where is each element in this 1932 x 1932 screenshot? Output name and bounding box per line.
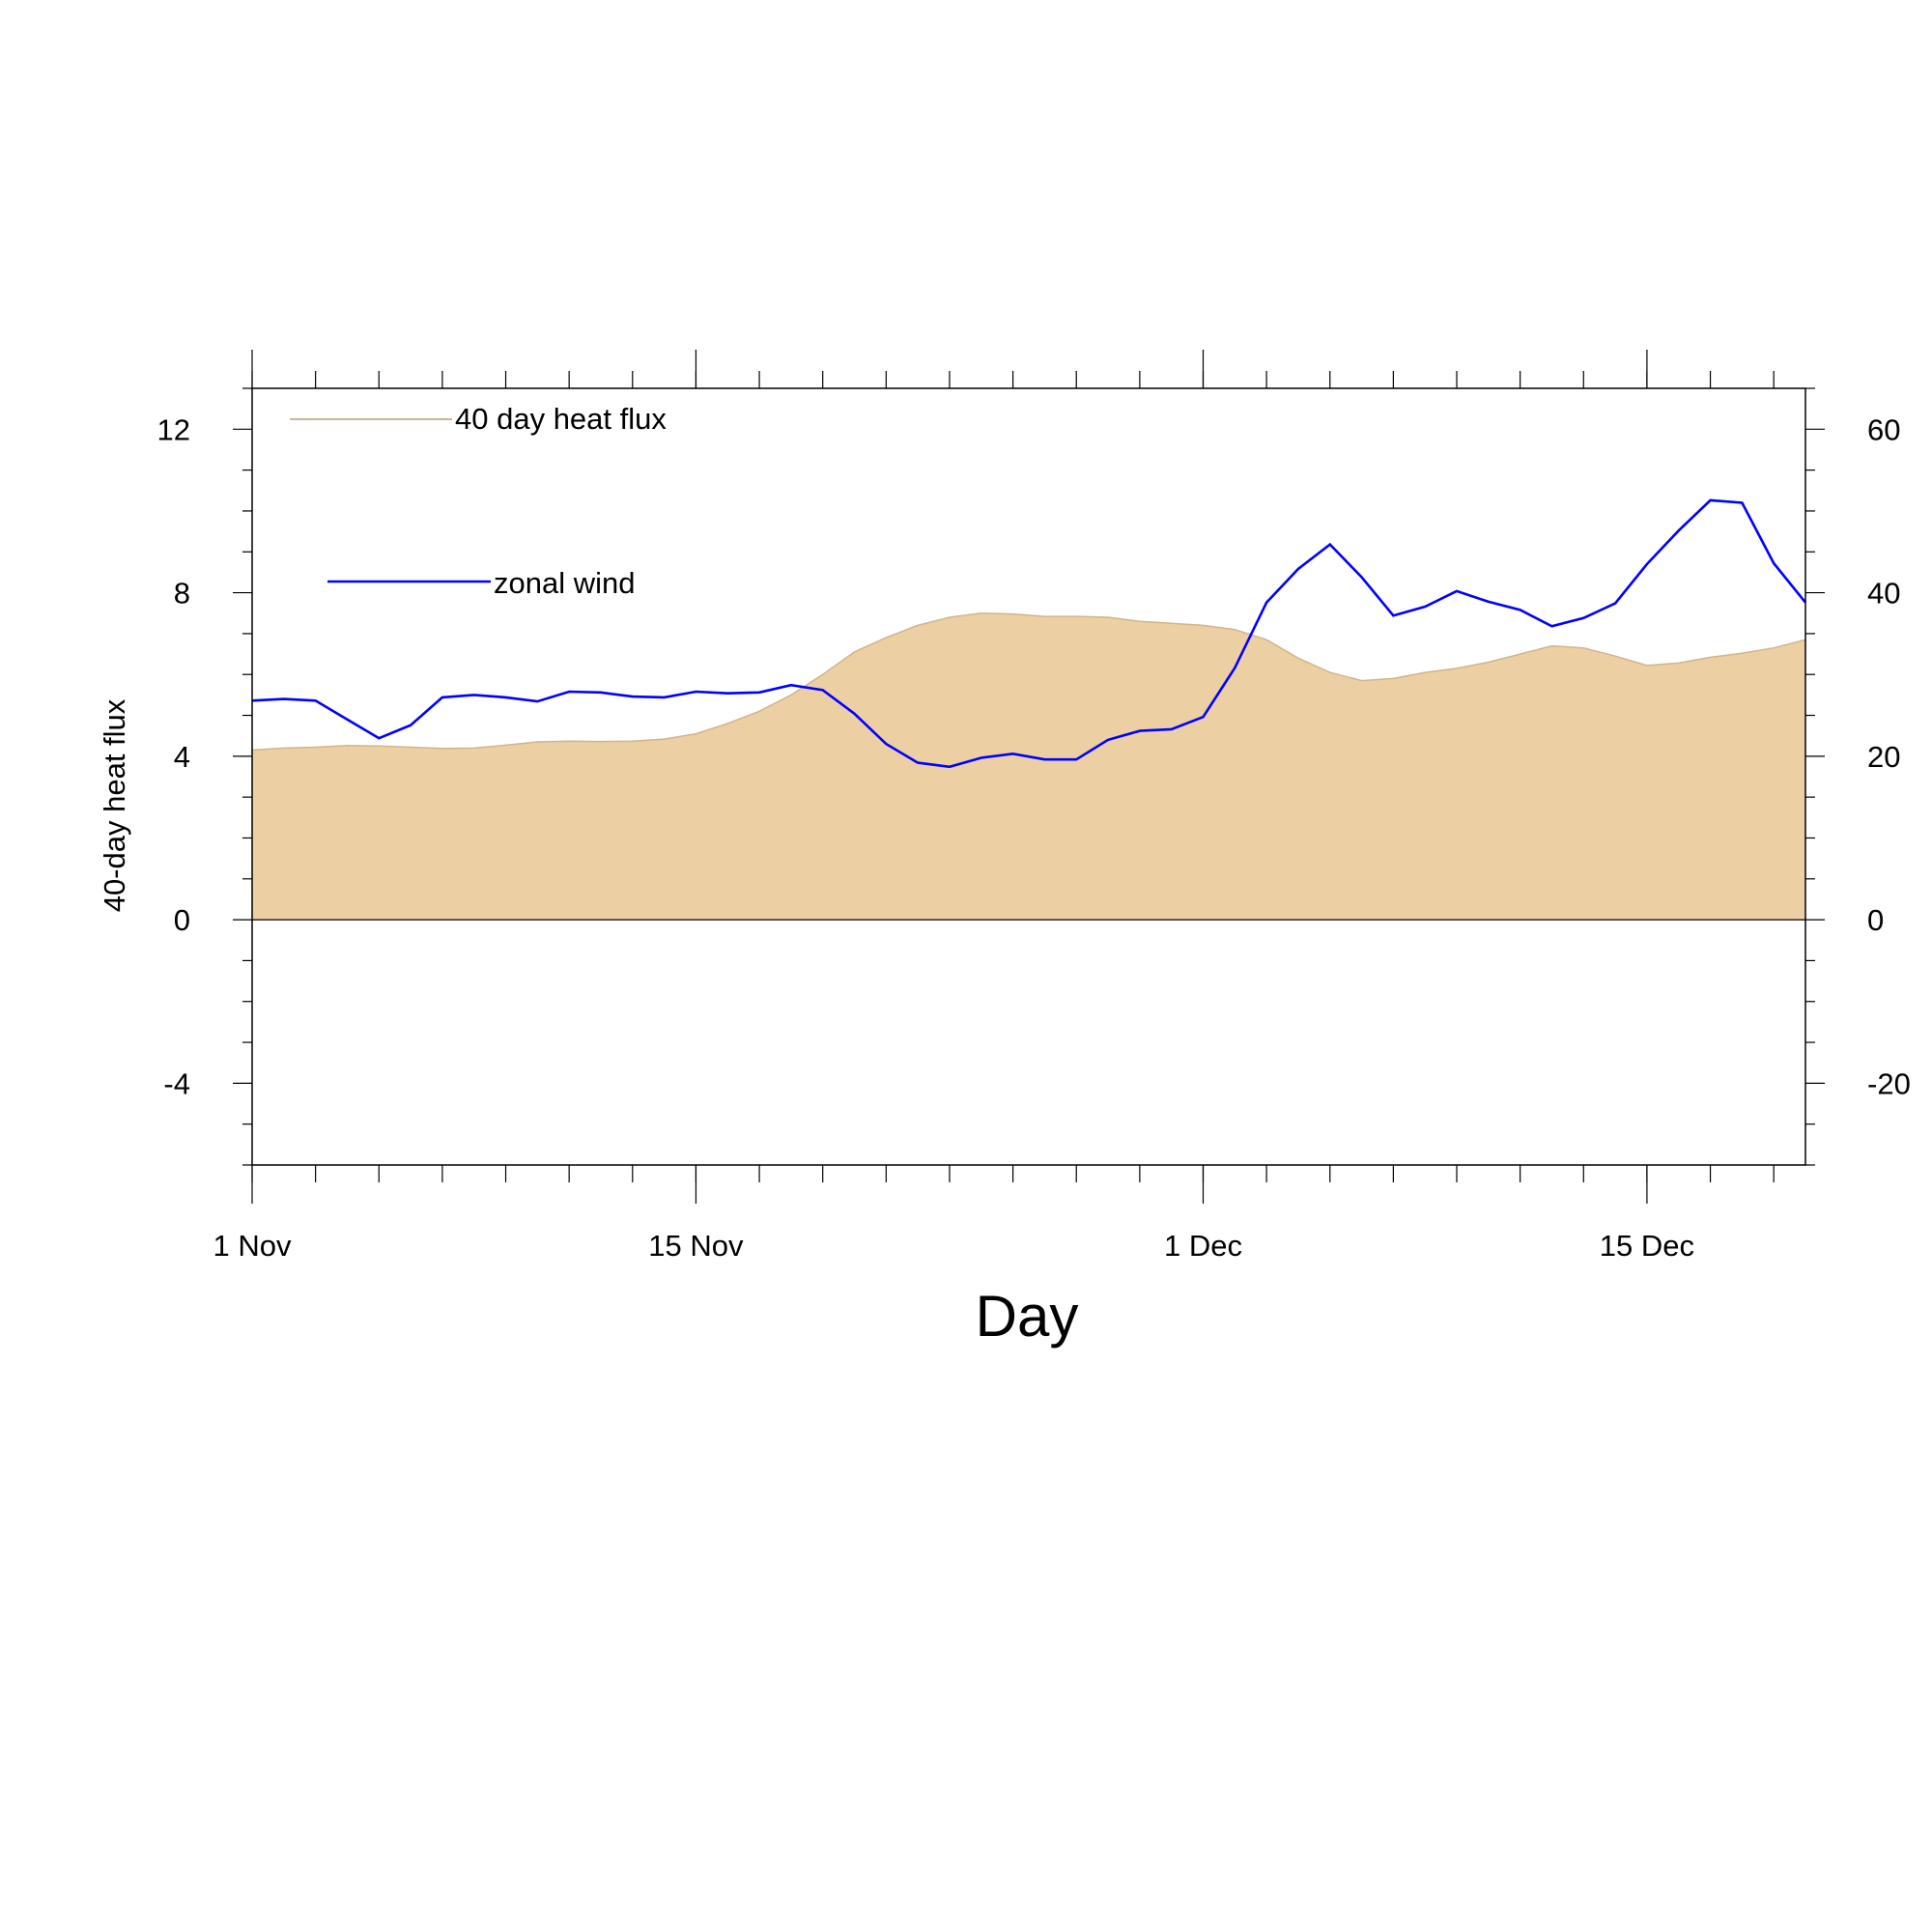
plot-frame xyxy=(251,387,1806,1166)
axis-ticks xyxy=(233,350,1825,1204)
zonal-wind-line xyxy=(251,498,1807,769)
right-tick-label: -20 xyxy=(1867,1066,1911,1100)
left-tick-label: 4 xyxy=(174,740,190,774)
legend: 40 day heat flux zonal wind xyxy=(290,402,667,600)
x-tick-label: 15 Nov xyxy=(648,1229,744,1263)
y-axis-title: 40-day heat flux xyxy=(98,698,131,912)
right-tick-label: 40 xyxy=(1867,577,1900,611)
left-tick-label: 12 xyxy=(157,412,190,446)
right-tick-label: 60 xyxy=(1867,412,1900,446)
x-axis-tick-labels: 1 Nov 15 Nov 1 Dec 15 Dec xyxy=(213,1229,1695,1263)
x-tick-label: 1 Dec xyxy=(1164,1229,1242,1263)
left-tick-label: 8 xyxy=(174,577,190,611)
left-tick-label: -4 xyxy=(163,1066,190,1100)
x-tick-label: 1 Nov xyxy=(213,1229,292,1263)
right-tick-label: 20 xyxy=(1867,740,1900,774)
x-tick-label: 15 Dec xyxy=(1600,1229,1694,1263)
left-tick-label: 0 xyxy=(174,903,190,937)
legend-zonal-wind-label: zonal wind xyxy=(494,566,635,600)
left-axis-tick-labels: 12 8 4 0 -4 xyxy=(157,412,190,1100)
right-tick-label: 0 xyxy=(1867,903,1884,937)
plot-area xyxy=(251,387,1807,1166)
heat-flux-line xyxy=(251,611,1806,752)
right-axis-tick-labels: 60 40 20 0 -20 xyxy=(1867,412,1911,1100)
x-axis-title: Day xyxy=(976,1284,1079,1349)
heat-flux-area xyxy=(252,612,1805,921)
legend-heat-flux-label: 40 day heat flux xyxy=(455,402,667,436)
